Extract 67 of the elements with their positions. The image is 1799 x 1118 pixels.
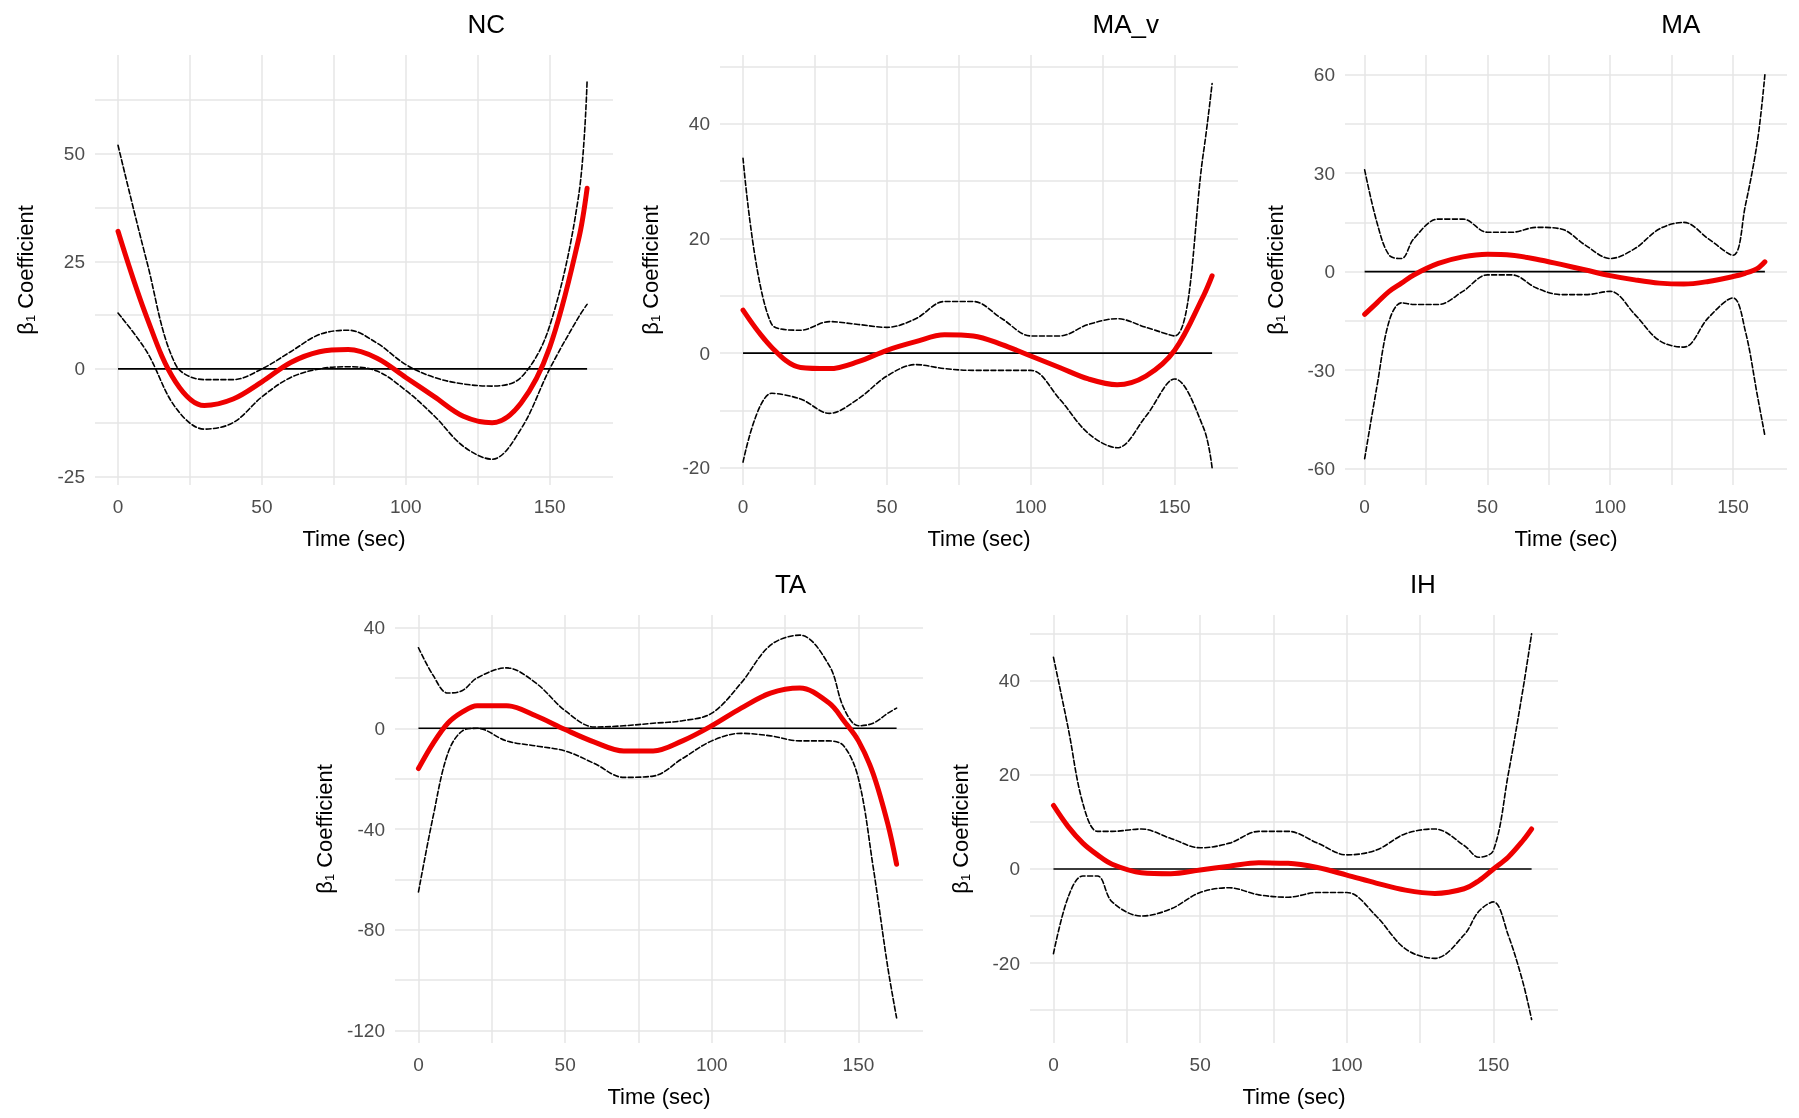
x-tick-label: 50 <box>1476 496 1498 517</box>
y-tick-label: 20 <box>688 227 710 249</box>
y-axis-title: β1 Coefficient <box>638 205 663 335</box>
y-tick-label: 50 <box>63 143 85 165</box>
y-tick-label: 0 <box>374 717 385 739</box>
x-tick-label: 100 <box>389 496 422 517</box>
y-tick-label: 25 <box>63 250 85 272</box>
x-tick-label: 100 <box>695 1054 728 1075</box>
x-tick-label: 50 <box>876 496 898 517</box>
y-tick-label: 60 <box>1313 64 1335 86</box>
y-tick-label: -120 <box>346 1019 385 1041</box>
x-tick-label: 0 <box>413 1054 424 1075</box>
y-tick-label: 0 <box>1009 858 1020 880</box>
x-axis-title: Time (sec) <box>927 525 1031 551</box>
y-tick-label: 40 <box>363 617 385 639</box>
y-axis-title: β1 Coefficient <box>13 205 38 335</box>
x-tick-label: 150 <box>533 496 566 517</box>
chart-title: IH <box>1409 569 1436 599</box>
line-series <box>117 80 588 387</box>
line-series <box>1363 73 1766 260</box>
x-axis-title: Time (sec) <box>607 1083 711 1109</box>
x-tick-label: 0 <box>1048 1054 1059 1075</box>
x-tick-label: 50 <box>251 496 273 517</box>
x-tick-label: 150 <box>1158 496 1191 517</box>
x-axis-title: Time (sec) <box>302 525 406 551</box>
x-tick-label: 100 <box>1014 496 1047 517</box>
y-tick-label: 40 <box>998 670 1020 692</box>
x-axis-title: Time (sec) <box>1514 525 1618 551</box>
line-series <box>417 727 898 1019</box>
x-tick-label: 150 <box>1717 496 1749 517</box>
x-tick-label: 150 <box>842 1054 875 1075</box>
line-series <box>1363 274 1766 460</box>
y-tick-label: 40 <box>688 113 710 135</box>
y-tick-label: -25 <box>57 465 85 487</box>
y-tick-label: -20 <box>992 952 1020 974</box>
y-tick-label: 20 <box>998 764 1020 786</box>
y-tick-label: 0 <box>1324 261 1335 283</box>
y-tick-label: -60 <box>1307 458 1335 480</box>
x-tick-label: 50 <box>554 1054 576 1075</box>
x-tick-label: 50 <box>1189 1054 1211 1075</box>
y-tick-label: 0 <box>699 342 710 364</box>
y-tick-label: 0 <box>74 358 85 380</box>
x-tick-label: 100 <box>1594 496 1627 517</box>
line-series <box>742 82 1213 337</box>
y-tick-label: 30 <box>1313 162 1335 184</box>
y-tick-label: -80 <box>357 919 385 941</box>
line-series <box>1052 633 1533 859</box>
y-axis-title: β1 Coefficient <box>948 764 973 894</box>
x-tick-label: 100 <box>1330 1054 1363 1075</box>
chart-title: NC <box>467 9 506 39</box>
y-tick-label: -40 <box>357 818 385 840</box>
chart-title: MA <box>1661 9 1701 39</box>
x-tick-label: 0 <box>737 496 749 517</box>
chart-title: MA_v <box>1092 9 1159 39</box>
line-series <box>417 634 898 728</box>
line-series <box>117 303 588 460</box>
y-tick-label: -20 <box>682 457 710 479</box>
line-series <box>742 363 1213 469</box>
y-axis-title: β1 Coefficient <box>312 764 338 894</box>
y-tick-label: -30 <box>1307 359 1335 381</box>
x-axis-title: Time (sec) <box>1242 1083 1346 1109</box>
line-series <box>1052 875 1533 1021</box>
x-tick-label: 150 <box>1477 1054 1510 1075</box>
chart-title: TA <box>774 569 807 599</box>
x-tick-label: 0 <box>112 496 124 517</box>
y-axis-title: β1 Coefficient <box>1263 205 1288 335</box>
x-tick-label: 0 <box>1359 496 1370 517</box>
